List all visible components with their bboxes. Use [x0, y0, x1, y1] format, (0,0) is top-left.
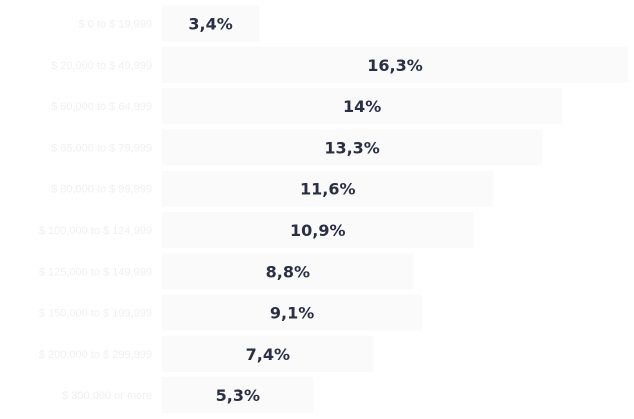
category-label: $ 125,000 to $ 149,999 [39, 266, 152, 278]
value-label: 16,3% [367, 56, 423, 75]
bar-group: $ 100,000 to $ 124,999 10,9% [39, 212, 474, 248]
bar-group: $ 300,000 or more 5,3% [62, 377, 314, 414]
bar-group: $ 125,000 to $ 149,999 8,8% [39, 253, 414, 290]
bar [162, 212, 474, 248]
bar-group: $ 150,000 to $ 199,999 9,1% [39, 294, 423, 331]
value-label: 3,4% [188, 15, 232, 34]
value-label: 11,6% [300, 180, 356, 199]
bar-group: $ 80,000 to $ 99,999 11,6% [51, 170, 494, 207]
bar [162, 170, 494, 207]
category-label: $ 20,000 to $ 49,999 [51, 60, 152, 72]
category-label: $ 200,000 to $ 299,999 [39, 349, 152, 361]
value-label: 9,1% [270, 304, 314, 323]
value-label: 14% [343, 97, 381, 116]
bar-group: $ 0 to $ 19,999 3,4% [79, 5, 260, 42]
bar [162, 46, 628, 83]
bar [162, 294, 423, 331]
category-label: $ 300,000 or more [62, 390, 152, 402]
value-label: 10,9% [290, 221, 346, 240]
bar [162, 5, 260, 42]
value-label: 8,8% [266, 262, 310, 281]
bar [162, 335, 374, 372]
bar [162, 88, 563, 125]
value-label: 7,4% [246, 345, 290, 364]
category-label: $ 65,000 to $ 79,999 [51, 142, 152, 154]
bar-group: $ 65,000 to $ 79,999 13,3% [51, 129, 543, 166]
bar [162, 253, 414, 290]
bar [162, 129, 543, 166]
value-label: 5,3% [216, 386, 260, 405]
bar-group: $ 50,000 to $ 64,999 14% [51, 88, 563, 125]
category-label: $ 0 to $ 19,999 [79, 19, 152, 31]
category-label: $ 150,000 to $ 199,999 [39, 308, 152, 320]
value-label: 13,3% [324, 138, 380, 157]
bar [162, 377, 314, 414]
bar-group: $ 200,000 to $ 299,999 7,4% [39, 335, 374, 372]
category-label: $ 50,000 to $ 64,999 [51, 101, 152, 113]
bar-group: $ 20,000 to $ 49,999 16,3% [51, 46, 628, 83]
category-label: $ 80,000 to $ 99,999 [51, 184, 152, 196]
category-label: $ 100,000 to $ 124,999 [39, 225, 152, 237]
